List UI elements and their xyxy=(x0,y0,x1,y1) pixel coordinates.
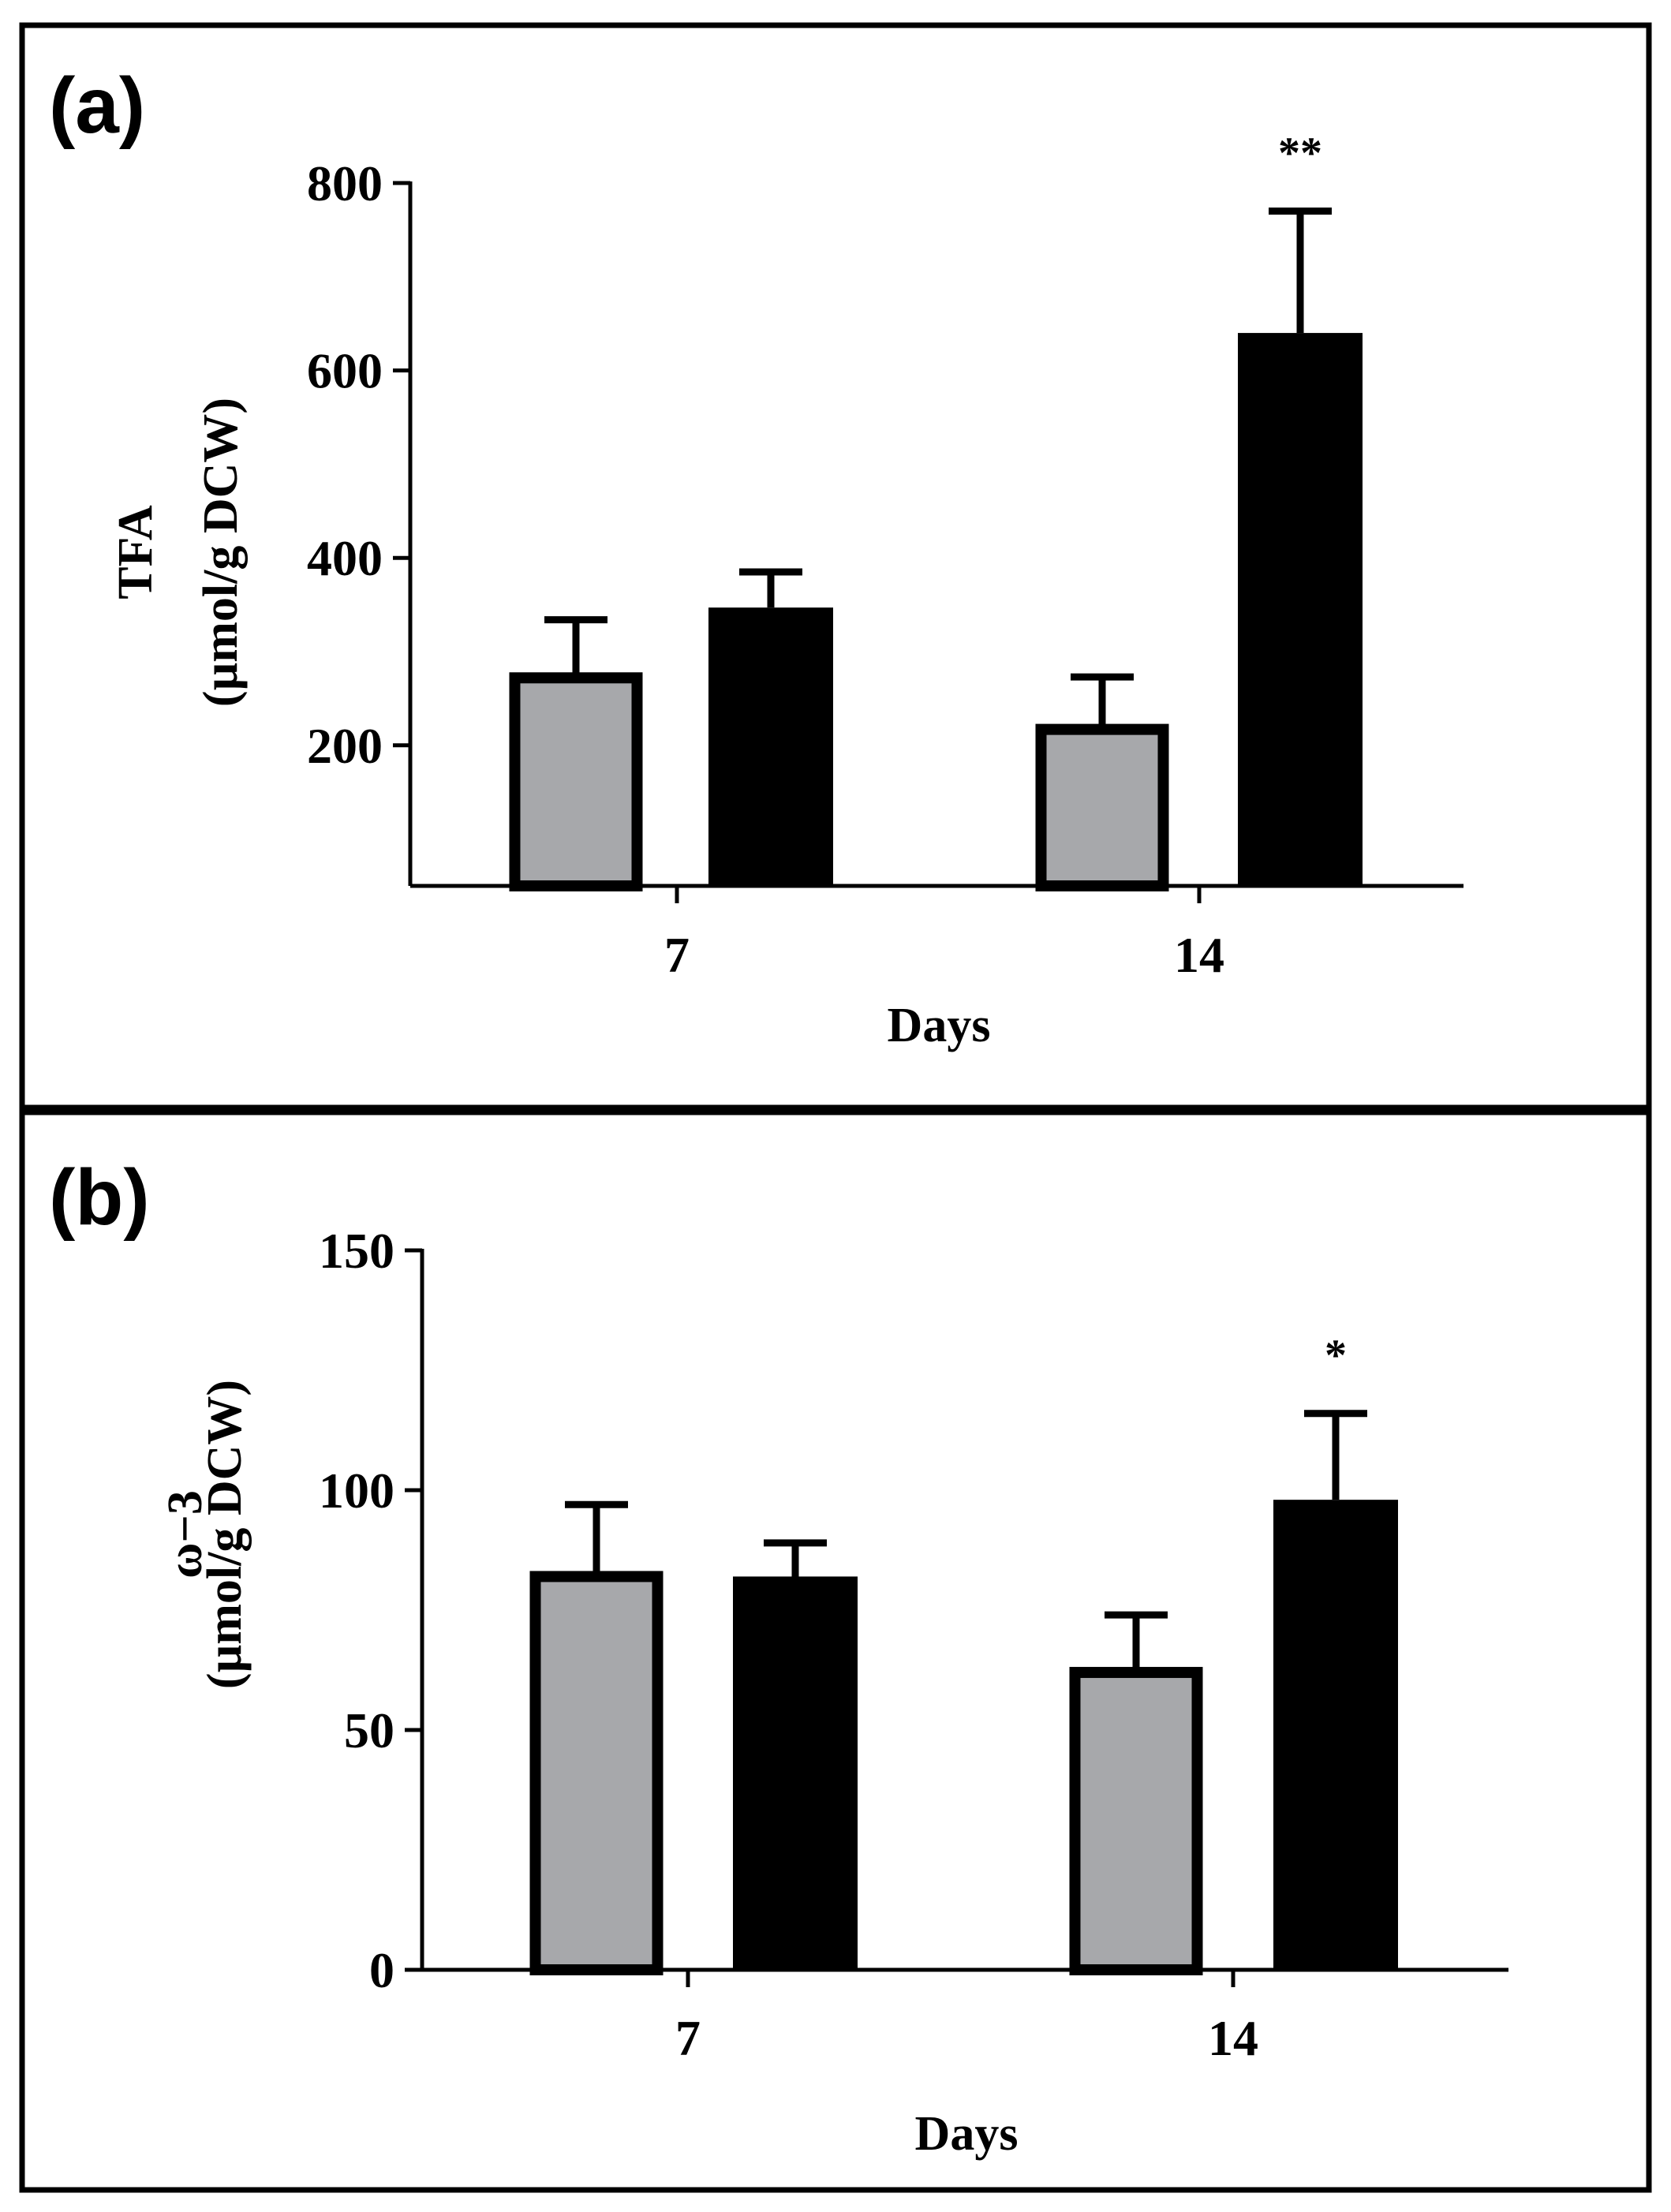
panel-b-marks: 0 50 100 150 7 14 * xyxy=(319,1223,1508,2066)
panel-a-significance-label: ** xyxy=(1278,129,1322,178)
panel-a-ylabel-line1: TFA xyxy=(109,505,163,600)
panel-b-ylabel-line1: ω−3 xyxy=(159,1490,212,1579)
panel-a-bar-control-7 xyxy=(509,672,643,891)
panel-a-letter: (a) xyxy=(49,62,145,150)
panel-a-y-tick-label: 200 xyxy=(307,718,383,774)
panel-b-letter: (b) xyxy=(49,1153,150,1242)
panel-b-bar-treatment-14 xyxy=(1273,1500,1398,1970)
panel-b-x-tick-label: 14 xyxy=(1208,2010,1258,2066)
panel-b-significance-label: * xyxy=(1325,1332,1347,1381)
panel-b-y-tick-label: 150 xyxy=(319,1223,394,1279)
panel-b-bar-control-14 xyxy=(1069,1667,1203,1976)
panel-b-bar-treatment-7 xyxy=(733,1576,858,1970)
panel-a-xlabel: Days xyxy=(888,999,991,1052)
panel-a-y-tick-label: 400 xyxy=(307,530,383,586)
panel-a-bar-control-14 xyxy=(1035,723,1169,891)
panel-b-xlabel: Days xyxy=(915,2107,1019,2161)
panel-b-bar-control-7 xyxy=(529,1571,664,1975)
panel-b-y-tick-label: 50 xyxy=(344,1702,394,1758)
panel-a-y-tick-label: 800 xyxy=(307,155,383,211)
panel-b-frame xyxy=(19,1109,1652,2193)
panel-a-y-tick-label: 600 xyxy=(307,343,383,399)
panel-a-bar-treatment-7 xyxy=(708,607,833,886)
panel-a-x-tick-label: 14 xyxy=(1174,927,1224,983)
panel-a-frame xyxy=(19,22,1652,1111)
panel-b: (b) ω−3 (µmol/g DCW) Days 0 50 100 150 7 14 * xyxy=(49,1153,1508,2161)
panel-a-bar-treatment-14 xyxy=(1238,333,1363,887)
panel-a-marks: 200 400 600 800 7 14 ** xyxy=(307,129,1464,983)
panel-a: (a) TFA (µmol/g DCW) Days 200 400 600 800 7 1… xyxy=(49,62,1464,1052)
panel-a-x-tick-label: 7 xyxy=(664,927,690,983)
panel-b-y-tick-label: 0 xyxy=(369,1942,394,1998)
panel-a-ylabel-line2: (µmol/g DCW) xyxy=(194,398,248,707)
panel-b-y-tick-label: 100 xyxy=(319,1463,394,1519)
panel-b-x-tick-label: 7 xyxy=(675,2010,701,2066)
panel-b-ylabel-line2: (µmol/g DCW) xyxy=(198,1380,252,1689)
